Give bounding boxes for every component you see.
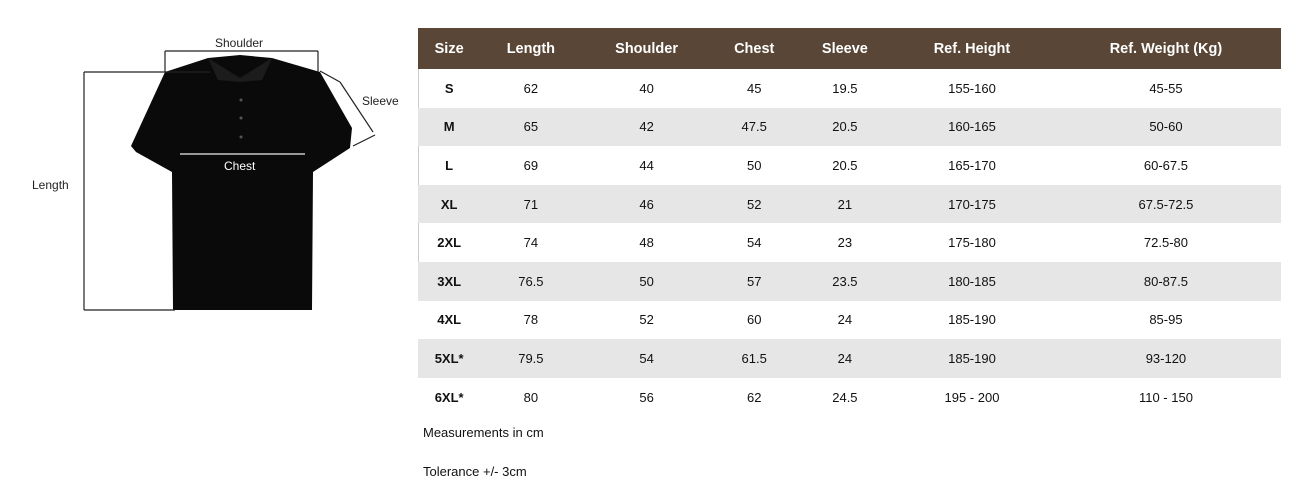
column-header: Ref. Weight (Kg)	[1050, 28, 1281, 69]
table-cell: 60-67.5	[1143, 157, 1188, 173]
table-cell: 23	[837, 235, 853, 251]
table-cell: 74	[523, 235, 539, 251]
size-cell: L	[445, 157, 454, 173]
column-header: Shoulder	[581, 28, 712, 69]
table-header-row: Size Length Shoulder Chest Sleeve Ref. Height…	[418, 28, 1281, 69]
size-cell: S	[444, 80, 454, 96]
table-row: 2XL 74 48 54 23 175-180 72.5-80	[418, 223, 1281, 262]
table-cell: 54	[581, 339, 712, 378]
table-cell: 24.5	[832, 389, 858, 405]
table-row: S 62 40 45 19.5 155-160 45-55	[418, 69, 1281, 108]
table-cell: 24	[796, 339, 894, 378]
table-cell: 65	[480, 107, 582, 147]
table-cell: 185-190	[893, 339, 1051, 378]
column-header: Length	[480, 28, 582, 69]
table-cell: 23.5	[796, 261, 894, 301]
size-cell: XL	[418, 184, 481, 224]
table-row: 4XL 78 52 60 24 185-190 85-95	[418, 301, 1281, 340]
chest-label: Chest	[224, 159, 256, 173]
tolerance-note: Tolerance +/- 3cm	[423, 464, 527, 479]
table-cell: 69	[523, 157, 539, 173]
length-label: Length	[32, 178, 69, 192]
table-cell: 19.5	[832, 80, 858, 96]
table-cell: 42	[581, 107, 712, 147]
table-cell: 20.5	[832, 157, 858, 173]
table-row: 6XL* 80 56 62 24.5 195 - 200 110 - 150	[418, 378, 1281, 417]
table-cell: 72.5-80	[1143, 235, 1188, 251]
table-cell: 46	[581, 184, 712, 224]
size-cell: 3XL	[418, 261, 481, 301]
table-cell: 57	[711, 261, 797, 301]
size-cell: 5XL*	[418, 339, 481, 378]
table-cell: 47.5	[711, 107, 797, 147]
table-cell: 110 - 150	[1138, 389, 1193, 405]
column-header: Sleeve	[796, 28, 894, 69]
table-cell: 60	[746, 312, 762, 328]
table-cell: 44	[639, 157, 654, 173]
size-cell: M	[418, 107, 481, 147]
size-cell: 6XL*	[434, 389, 464, 405]
table-cell: 79.5	[480, 339, 582, 378]
table-cell: 185-190	[948, 312, 996, 328]
measurement-note: Measurements in cm	[423, 425, 544, 440]
table-cell: 20.5	[796, 107, 894, 147]
table-cell: 195 - 200	[944, 389, 1000, 405]
table-cell: 50	[581, 261, 712, 301]
size-cell: 2XL	[437, 235, 462, 251]
table-cell: 80	[523, 389, 539, 405]
table-cell: 67.5-72.5	[1050, 184, 1281, 224]
column-header: Chest	[711, 28, 797, 69]
table-cell: 54	[746, 235, 762, 251]
table-cell: 24	[837, 312, 853, 328]
table-cell: 155-160	[948, 80, 996, 96]
table-cell: 56	[639, 389, 654, 405]
table-cell: 61.5	[711, 339, 797, 378]
table-cell: 170-175	[893, 184, 1051, 224]
table-cell: 175-180	[948, 235, 996, 251]
table-cell: 71	[480, 184, 582, 224]
table-cell: 52	[639, 312, 654, 328]
column-header: Ref. Height	[893, 28, 1051, 69]
table-cell: 45-55	[1149, 80, 1183, 96]
shoulder-label: Shoulder	[215, 36, 264, 50]
table-cell: 85-95	[1149, 312, 1183, 328]
table-row: 3XL 76.5 50 57 23.5 180-185 80-87.5	[418, 261, 1281, 301]
table-cell: 52	[711, 184, 797, 224]
table-cell: 78	[523, 312, 539, 328]
table-cell: 76.5	[480, 261, 582, 301]
divider	[418, 28, 419, 300]
table-cell: 180-185	[893, 261, 1051, 301]
table-cell: 80-87.5	[1050, 261, 1281, 301]
size-diagram: Shoulder Sleeve Chest Length	[0, 20, 420, 320]
sleeve-label: Sleeve	[362, 94, 399, 108]
table-cell: 45	[746, 80, 762, 96]
size-cell: 4XL	[437, 312, 462, 328]
table-row: 5XL* 79.5 54 61.5 24 185-190 93-120	[418, 339, 1281, 378]
table-cell: 40	[639, 80, 654, 96]
table-cell: 48	[639, 235, 654, 251]
table-cell: 50-60	[1050, 107, 1281, 147]
table-cell: 50	[746, 157, 762, 173]
size-chart-table: Size Length Shoulder Chest Sleeve Ref. Height…	[418, 28, 1281, 416]
polo-shirt-illustration	[83, 50, 376, 311]
table-cell: 62	[523, 80, 539, 96]
table-row: L 69 44 50 20.5 165-170 60-67.5	[418, 146, 1281, 185]
column-header: Size	[418, 28, 481, 69]
table-cell: 93-120	[1050, 339, 1281, 378]
table-row: XL 71 46 52 21 170-175 67.5-72.5	[418, 184, 1281, 224]
table-cell: 165-170	[948, 157, 996, 173]
table-cell: 160-165	[893, 107, 1051, 147]
table-row: M 65 42 47.5 20.5 160-165 50-60	[418, 107, 1281, 147]
table-cell: 21	[796, 184, 894, 224]
table-cell: 62	[746, 389, 762, 405]
